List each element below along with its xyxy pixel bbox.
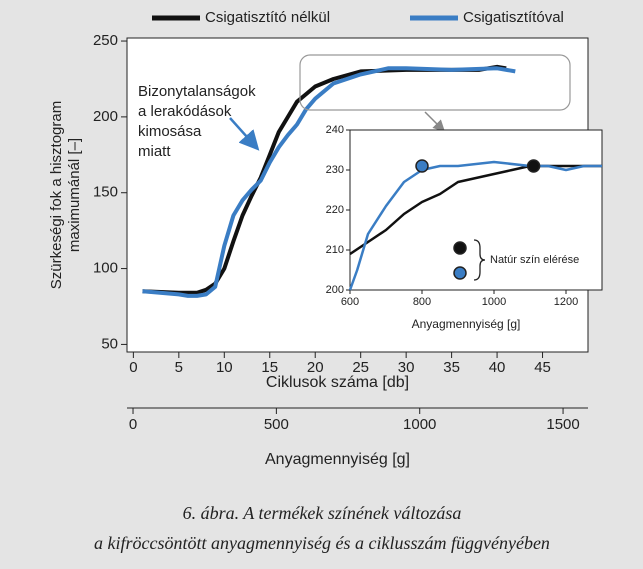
annotation-arrow xyxy=(229,117,260,151)
marker-point xyxy=(526,159,541,173)
legend-label: Natúr szín elérése xyxy=(490,254,579,266)
x-tick-label: 30 xyxy=(398,359,415,376)
x-axis-label: Anyagmennyiség [g] xyxy=(412,317,521,331)
inset-area xyxy=(349,129,603,291)
annotation: a lerakódások xyxy=(138,103,232,120)
x2-tick-label: 1000 xyxy=(403,416,436,433)
x2-tick-label: 1500 xyxy=(546,416,579,433)
highlight-box xyxy=(299,54,571,111)
y-tick-label: 200 xyxy=(326,284,344,296)
y-tick-label: 100 xyxy=(93,260,118,277)
y-tick-label: 200 xyxy=(93,108,118,125)
x-tick-label: 5 xyxy=(175,359,183,376)
y-tick-label: 250 xyxy=(93,32,118,49)
x-tick-label: 800 xyxy=(413,296,431,308)
x-tick-label: 600 xyxy=(341,296,359,308)
y-tick-label: 150 xyxy=(93,184,118,201)
annotation: Bizonytalanságok xyxy=(138,83,256,100)
x-tick-label: 0 xyxy=(129,359,137,376)
x-tick-label: 15 xyxy=(261,359,278,376)
data-line xyxy=(142,66,516,298)
legend-label: Csigatisztítóval xyxy=(463,9,564,26)
y-tick-label: 220 xyxy=(326,204,344,216)
x2-tick-label: 0 xyxy=(129,416,137,433)
y-tick-label: 50 xyxy=(101,335,118,352)
x2-tick-label: 500 xyxy=(264,416,289,433)
y-tick-label: 230 xyxy=(326,164,344,176)
x-axis-label: Ciklusok száma [db] xyxy=(266,374,409,391)
caption: 6. ábra. A termékek színének változása xyxy=(183,503,462,523)
x-tick-label: 20 xyxy=(307,359,324,376)
x-tick-label: 1000 xyxy=(482,296,506,308)
annotation: miatt xyxy=(138,143,171,160)
x-tick-label: 25 xyxy=(352,359,369,376)
x-tick-label: 40 xyxy=(489,359,506,376)
x-tick-label: 45 xyxy=(534,359,551,376)
y-tick-label: 210 xyxy=(326,244,344,256)
brace xyxy=(473,239,486,281)
data-line xyxy=(348,160,602,291)
y-axis-label: maximumánál [–] xyxy=(66,138,83,252)
y-axis-label: Szürkeségi fok a hisztogram xyxy=(48,101,65,289)
x2-axis-label: Anyagmennyiség [g] xyxy=(265,451,410,468)
zoom-arrow xyxy=(424,111,446,133)
legend-marker xyxy=(453,241,467,255)
caption: a kifröccsöntött anyagmennyiség és a cik… xyxy=(94,533,550,553)
legend-marker xyxy=(453,266,467,280)
legend-label: Csigatisztító nélkül xyxy=(205,9,330,26)
x-tick-label: 1200 xyxy=(554,296,578,308)
y-tick-label: 240 xyxy=(326,124,344,136)
marker-point xyxy=(415,159,429,173)
x-tick-label: 35 xyxy=(443,359,460,376)
x-tick-label: 10 xyxy=(216,359,233,376)
annotation: kimosása xyxy=(138,123,202,140)
